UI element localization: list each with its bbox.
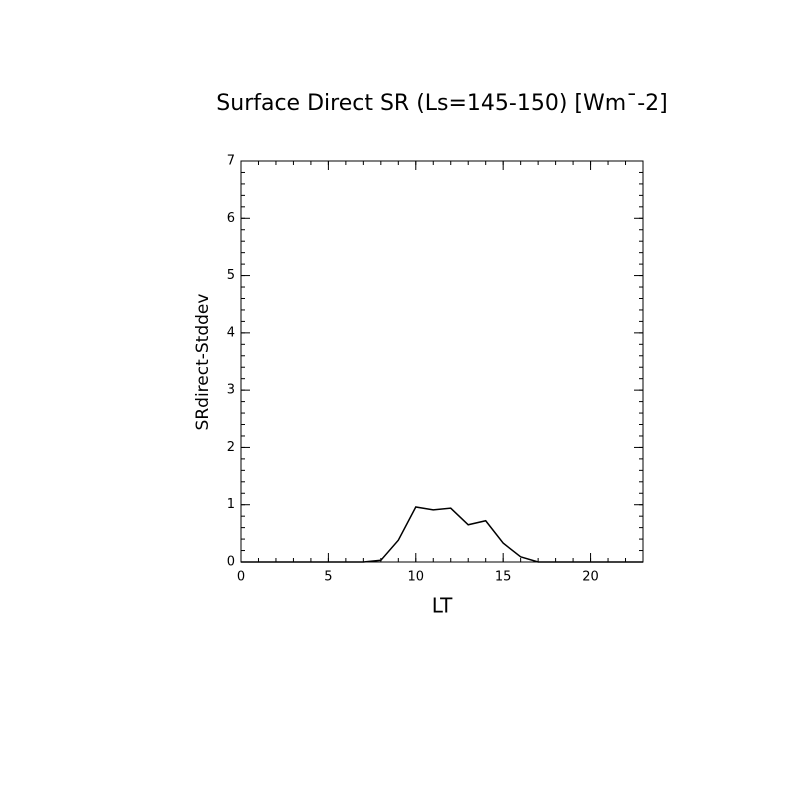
y-tick-label: 4 — [227, 325, 235, 340]
y-tick-label: 7 — [227, 154, 235, 169]
x-tick-label: 10 — [408, 570, 425, 585]
x-tick-label: 20 — [582, 570, 599, 585]
y-tick-label: 1 — [227, 497, 235, 512]
y-tick-label: 2 — [227, 440, 235, 455]
chart-title: Surface Direct SR (Ls=145-150) [Wm¯-2] — [216, 91, 667, 116]
plot-frame — [240, 160, 644, 563]
y-axis-label: SRdirect-Stddev — [193, 294, 213, 431]
y-tick-label: 3 — [227, 383, 235, 398]
y-tick-label: 0 — [227, 555, 235, 570]
x-tick-label: 0 — [237, 570, 245, 585]
y-tick-label: 6 — [227, 211, 235, 226]
y-tick-label: 5 — [227, 268, 235, 283]
x-tick-label: 15 — [495, 570, 512, 585]
data-line — [241, 506, 643, 563]
x-axis-label: LT — [432, 594, 453, 618]
x-tick-label: 5 — [324, 570, 332, 585]
